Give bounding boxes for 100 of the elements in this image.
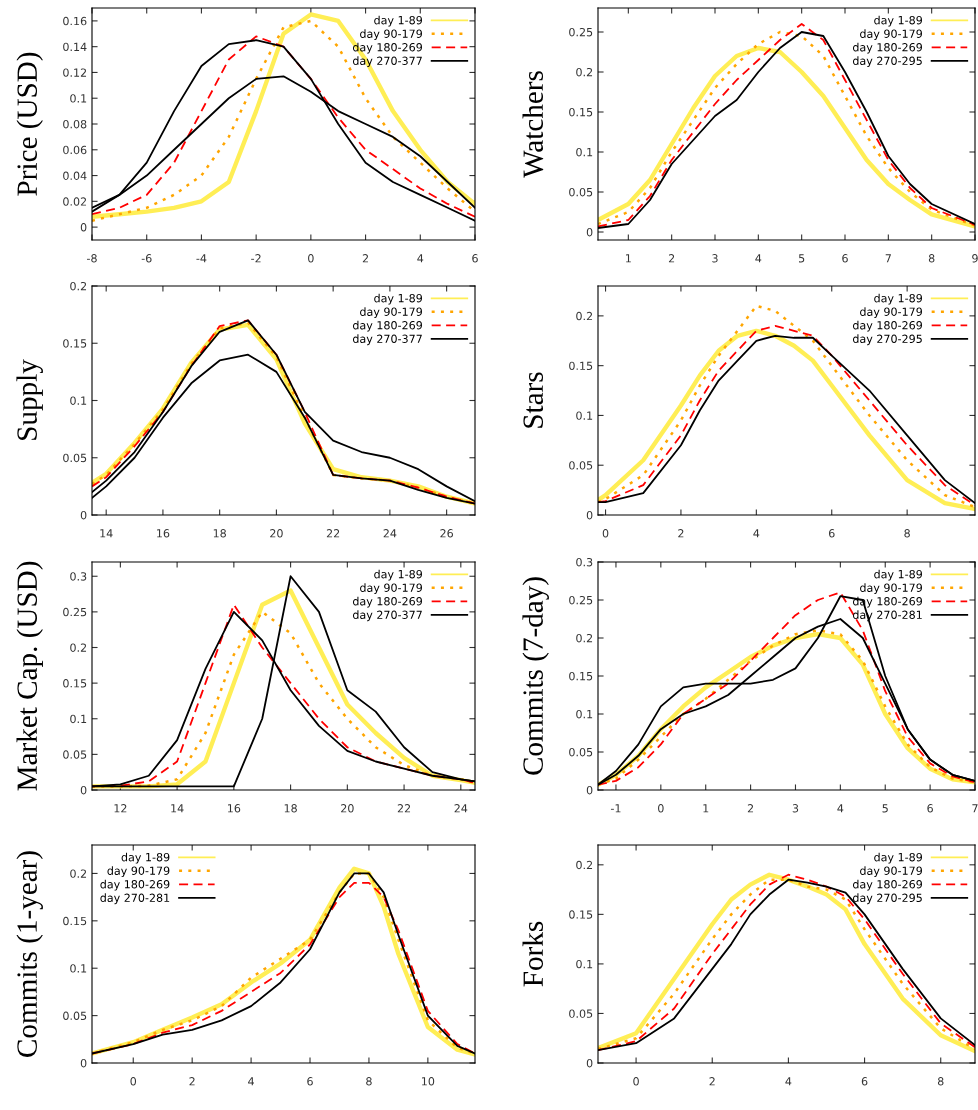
y-tick-label: 0.15 — [63, 339, 87, 348]
legend-label: day 1-89 — [874, 15, 922, 27]
y-axis-title: Watchers — [522, 71, 544, 178]
x-tick-label: 22 — [397, 804, 411, 813]
y-tick-label: 0.1 — [576, 411, 593, 420]
x-tick-label: 20 — [341, 804, 354, 813]
legend-label: day 90-179 — [360, 583, 422, 595]
legend-label: day 90-179 — [860, 307, 922, 319]
x-tick-label: 8 — [904, 529, 910, 538]
y-tick-label: 0.05 — [569, 1009, 593, 1018]
y-tick-label: 0 — [80, 785, 87, 795]
x-tick-label: 6 — [472, 254, 478, 263]
x-tick-label: 8 — [928, 254, 935, 263]
y-tick-label: 0.14 — [63, 42, 87, 52]
y-tick-label: 0.15 — [569, 107, 593, 117]
y-tick-label: 0.05 — [63, 750, 87, 759]
x-tick-label: 5 — [798, 254, 805, 263]
y-axis-title: Commits (7-day) — [522, 577, 549, 775]
y-axis-title: Commits (1-year) — [16, 851, 43, 1057]
x-tick-label: 2 — [189, 1077, 195, 1086]
y-tick-label: 0.1 — [70, 964, 87, 973]
y-tick-label: 0.05 — [569, 747, 593, 757]
y-tick-label: 0.15 — [569, 361, 593, 371]
y-tick-label: 0.2 — [576, 633, 593, 643]
x-tick-label: 8 — [366, 1077, 372, 1086]
x-tick-label: 2 — [362, 254, 368, 263]
x-tick-label: 4 — [785, 1077, 792, 1086]
legend-label: day 270-295 — [852, 893, 922, 905]
y-tick-label: 0.25 — [569, 27, 593, 37]
x-tick-label: 4 — [417, 254, 424, 263]
x-tick-label: -4 — [196, 254, 207, 263]
y-tick-label: 0.2 — [576, 311, 593, 321]
y-tick-label: 0 — [80, 510, 87, 520]
legend-label: day 270-377 — [352, 610, 422, 622]
x-tick-label: 8 — [937, 1077, 944, 1086]
y-axis-title: Market Cap. (USD) — [16, 561, 43, 791]
x-tick-label: -2 — [251, 254, 261, 263]
y-tick-label: 0.3 — [70, 572, 87, 581]
x-tick-label: 1 — [703, 804, 709, 813]
legend-label: day 90-179 — [860, 866, 922, 878]
x-tick-label: 0 — [658, 804, 664, 813]
y-tick-label: 0.2 — [70, 281, 87, 291]
y-tick-label: 0.25 — [63, 607, 87, 617]
x-tick-label: 7 — [972, 804, 978, 813]
x-tick-label: 12 — [114, 804, 127, 813]
x-tick-label: 24 — [454, 804, 468, 813]
y-tick-label: 0.15 — [569, 910, 593, 919]
legend-label: day 90-179 — [360, 307, 422, 319]
legend-label: day 1-89 — [374, 569, 422, 581]
y-tick-label: 0 — [80, 1058, 87, 1068]
x-tick-label: 0 — [308, 254, 314, 263]
x-tick-label: 4 — [753, 529, 760, 538]
y-tick-label: 0.05 — [63, 453, 87, 463]
y-tick-label: 0.12 — [63, 68, 87, 77]
legend-label: day 180-269 — [100, 879, 170, 891]
x-tick-label: 6 — [828, 529, 835, 538]
x-tick-label: 2 — [678, 529, 684, 538]
x-tick-label: 5 — [882, 804, 888, 813]
y-tick-label: 0.25 — [569, 595, 593, 605]
x-tick-label: -1 — [610, 804, 621, 813]
legend-label: day 1-89 — [121, 852, 170, 864]
y-tick-label: 0.05 — [569, 461, 593, 470]
y-tick-label: 0.2 — [576, 860, 593, 870]
y-tick-label: 0.05 — [63, 1011, 87, 1020]
legend-label: day 270-281 — [100, 893, 170, 905]
y-tick-label: 0 — [586, 510, 593, 520]
y-tick-label: 0.1 — [70, 396, 87, 405]
legend-label: day 270-295 — [852, 56, 922, 68]
legend-label: day 180-269 — [852, 42, 922, 54]
x-tick-label: 9 — [972, 254, 978, 263]
x-tick-label: 6 — [927, 804, 933, 813]
x-tick-label: 2 — [668, 254, 675, 263]
legend-label: day 270-377 — [352, 334, 422, 346]
x-tick-label: 10 — [422, 1077, 435, 1086]
y-tick-label: 0.15 — [569, 671, 593, 681]
legend-label: day 180-269 — [352, 320, 422, 332]
y-tick-label: 0.2 — [576, 67, 593, 77]
x-tick-label: 7 — [885, 254, 891, 263]
x-tick-label: 18 — [213, 529, 226, 538]
x-tick-label: 16 — [157, 529, 170, 538]
y-axis-title: Supply — [16, 359, 43, 440]
x-tick-label: 2 — [709, 1077, 715, 1086]
x-tick-label: 2 — [747, 804, 754, 813]
y-axis-title: Stars — [523, 372, 544, 428]
y-tick-label: 0.05 — [569, 187, 593, 197]
y-tick-label: 0.04 — [63, 171, 87, 180]
y-tick-label: 0 — [586, 785, 593, 795]
y-tick-label: 0.15 — [63, 679, 87, 688]
y-tick-label: 0.2 — [70, 643, 87, 652]
legend-label: day 180-269 — [352, 596, 422, 608]
legend-label: day 1-89 — [874, 852, 922, 864]
x-tick-label: 3 — [712, 254, 718, 263]
x-tick-label: 0 — [130, 1077, 137, 1086]
y-tick-label: 0.08 — [63, 119, 87, 129]
y-tick-label: 0.1 — [576, 709, 593, 719]
x-tick-label: 4 — [248, 1077, 254, 1086]
x-tick-label: 18 — [284, 804, 297, 813]
legend-label: day 180-269 — [852, 320, 922, 332]
x-tick-label: 0 — [633, 1077, 639, 1086]
y-tick-label: 0.1 — [70, 94, 87, 103]
